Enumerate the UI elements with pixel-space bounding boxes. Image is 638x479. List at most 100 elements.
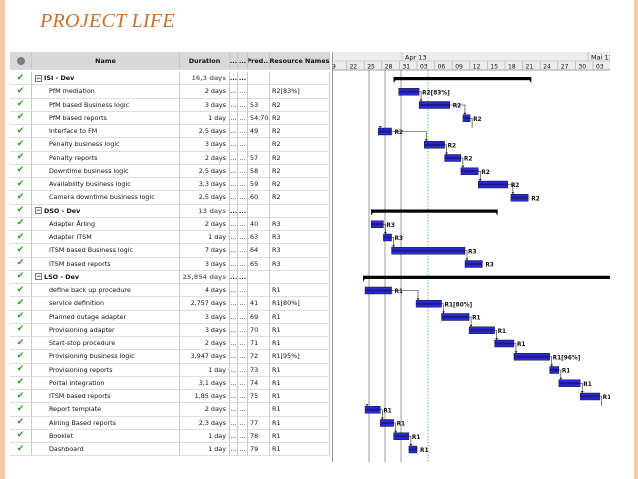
- finish-cell[interactable]: ...: [238, 125, 248, 139]
- task-name-cell[interactable]: Report template: [32, 403, 180, 417]
- collapse-toggle-icon[interactable]: −: [35, 273, 42, 281]
- duration-cell[interactable]: 4 days: [180, 284, 230, 298]
- predecessors-cell[interactable]: [248, 403, 270, 417]
- finish-cell[interactable]: ...: [238, 151, 248, 165]
- start-cell[interactable]: ...: [230, 337, 238, 351]
- duration-cell[interactable]: 2 days: [180, 85, 230, 99]
- predecessors-cell[interactable]: 60: [248, 191, 270, 205]
- duration-cell[interactable]: 3 days: [180, 98, 230, 112]
- resource-names-cell[interactable]: R1[95%]: [270, 350, 330, 364]
- predecessors-cell[interactable]: [248, 72, 270, 86]
- duration-cell[interactable]: 3 days: [180, 257, 230, 271]
- start-cell[interactable]: ...: [230, 310, 238, 324]
- predecessors-cell[interactable]: 40: [248, 217, 270, 231]
- task-name-cell[interactable]: PfM based Business logic: [32, 98, 180, 112]
- summary-bar[interactable]: [393, 77, 532, 81]
- predecessors-cell[interactable]: 71: [248, 337, 270, 351]
- duration-cell[interactable]: 3,947 days: [180, 350, 230, 364]
- resource-names-cell[interactable]: R1: [270, 429, 330, 443]
- duration-cell[interactable]: 3 days: [180, 310, 230, 324]
- start-cell[interactable]: ...: [230, 111, 238, 125]
- start-cell[interactable]: ...: [230, 231, 238, 245]
- task-row[interactable]: ✔ define back up procedure 4 days...... R1: [10, 284, 330, 298]
- task-row[interactable]: ✔ service definition 2,757 days...... 41 R1[…: [10, 297, 330, 311]
- start-cell[interactable]: ...: [230, 257, 238, 271]
- duration-column-header[interactable]: Duration: [180, 52, 230, 70]
- start-cell[interactable]: ...: [230, 350, 238, 364]
- task-name-cell[interactable]: ITSM based Business logic: [32, 244, 180, 258]
- resource-names-cell[interactable]: R2[83%]: [270, 85, 330, 99]
- duration-cell[interactable]: 2,757 days: [180, 297, 230, 311]
- task-name-cell[interactable]: Penalty business logic: [32, 138, 180, 152]
- summary-task-row[interactable]: ✔ − ISI - Dev 16,3 days......: [10, 72, 330, 86]
- predecessors-cell[interactable]: [248, 270, 270, 284]
- duration-cell[interactable]: 2 days: [180, 151, 230, 165]
- resource-names-column-header[interactable]: Resource Names: [270, 52, 330, 70]
- predecessors-cell[interactable]: 64: [248, 244, 270, 258]
- task-name-cell[interactable]: Planned outage adapter: [32, 310, 180, 324]
- resource-names-cell[interactable]: R3: [270, 217, 330, 231]
- collapse-toggle-icon[interactable]: −: [35, 207, 42, 215]
- resource-names-cell[interactable]: R1: [270, 284, 330, 298]
- task-row[interactable]: ✔ Penalty business logic 3 days...... R2: [10, 138, 330, 152]
- predecessors-cell[interactable]: [248, 284, 270, 298]
- finish-cell[interactable]: ...: [238, 72, 248, 86]
- task-name-cell[interactable]: Provisioning reports: [32, 363, 180, 377]
- task-name-cell[interactable]: − ISI - Dev: [32, 72, 180, 86]
- task-name-cell[interactable]: Adapter ITSM: [32, 231, 180, 245]
- predecessors-cell[interactable]: [248, 85, 270, 99]
- name-column-header[interactable]: Name: [32, 52, 180, 70]
- start-cell[interactable]: ...: [230, 270, 238, 284]
- resource-names-cell[interactable]: R1: [270, 416, 330, 430]
- finish-cell[interactable]: ...: [238, 350, 248, 364]
- finish-cell[interactable]: ...: [238, 204, 248, 218]
- start-cell[interactable]: ...: [230, 416, 238, 430]
- task-name-cell[interactable]: Camera downtime business logic: [32, 191, 180, 205]
- start-cell[interactable]: ...: [230, 217, 238, 231]
- task-name-cell[interactable]: Penalty reports: [32, 151, 180, 165]
- finish-cell[interactable]: ...: [238, 111, 248, 125]
- predecessors-cell[interactable]: 41: [248, 297, 270, 311]
- resource-names-cell[interactable]: [270, 204, 330, 218]
- predecessors-cell[interactable]: 57: [248, 151, 270, 165]
- start-cell[interactable]: ...: [230, 164, 238, 178]
- resource-names-cell[interactable]: R2: [270, 138, 330, 152]
- predecessors-column-header[interactable]: Pred...: [248, 52, 270, 70]
- task-row[interactable]: ✔ Dashboard 1 day...... 79 R1: [10, 443, 330, 457]
- task-name-cell[interactable]: Interface to FM: [32, 125, 180, 139]
- finish-cell[interactable]: ...: [238, 416, 248, 430]
- task-name-cell[interactable]: − LSO - Dev: [32, 270, 180, 284]
- duration-cell[interactable]: 2,3 days: [180, 416, 230, 430]
- task-name-cell[interactable]: ITSM based reports: [32, 390, 180, 404]
- resource-names-cell[interactable]: R3: [270, 257, 330, 271]
- resource-names-cell[interactable]: R2: [270, 98, 330, 112]
- finish-cell[interactable]: ...: [238, 443, 248, 457]
- finish-cell[interactable]: ...: [238, 231, 248, 245]
- resource-names-cell[interactable]: R1[80%]: [270, 297, 330, 311]
- duration-cell[interactable]: 1 day: [180, 443, 230, 457]
- indicators-column-header[interactable]: [10, 52, 32, 70]
- predecessors-cell[interactable]: 49: [248, 125, 270, 139]
- finish-cell[interactable]: ...: [238, 257, 248, 271]
- predecessors-cell[interactable]: [248, 204, 270, 218]
- start-cell[interactable]: ...: [230, 244, 238, 258]
- finish-cell[interactable]: ...: [238, 403, 248, 417]
- finish-cell[interactable]: ...: [238, 337, 248, 351]
- finish-cell[interactable]: ...: [238, 178, 248, 192]
- task-row[interactable]: ✔ PfM based Business logic 3 days...... 53 R…: [10, 98, 330, 112]
- duration-cell[interactable]: 3 days: [180, 138, 230, 152]
- task-row[interactable]: ✔ Airling Based reports 2,3 days...... 77 R1: [10, 416, 330, 430]
- task-row[interactable]: ✔ Availability business logic 3,3 days....…: [10, 178, 330, 192]
- resource-names-cell[interactable]: R1: [270, 390, 330, 404]
- resource-names-cell[interactable]: R2: [270, 111, 330, 125]
- predecessors-cell[interactable]: 78: [248, 429, 270, 443]
- task-row[interactable]: ✔ Provisioning business logic 3,947 days..…: [10, 350, 330, 364]
- task-name-cell[interactable]: PfM mediation: [32, 85, 180, 99]
- finish-cell[interactable]: ...: [238, 164, 248, 178]
- finish-cell[interactable]: ...: [238, 429, 248, 443]
- resource-names-cell[interactable]: R2: [270, 164, 330, 178]
- predecessors-cell[interactable]: 74: [248, 376, 270, 390]
- task-row[interactable]: ✔ ITSM based reports 3 days...... 65 R3: [10, 257, 330, 271]
- start-cell[interactable]: ...: [230, 191, 238, 205]
- predecessors-cell[interactable]: 79: [248, 443, 270, 457]
